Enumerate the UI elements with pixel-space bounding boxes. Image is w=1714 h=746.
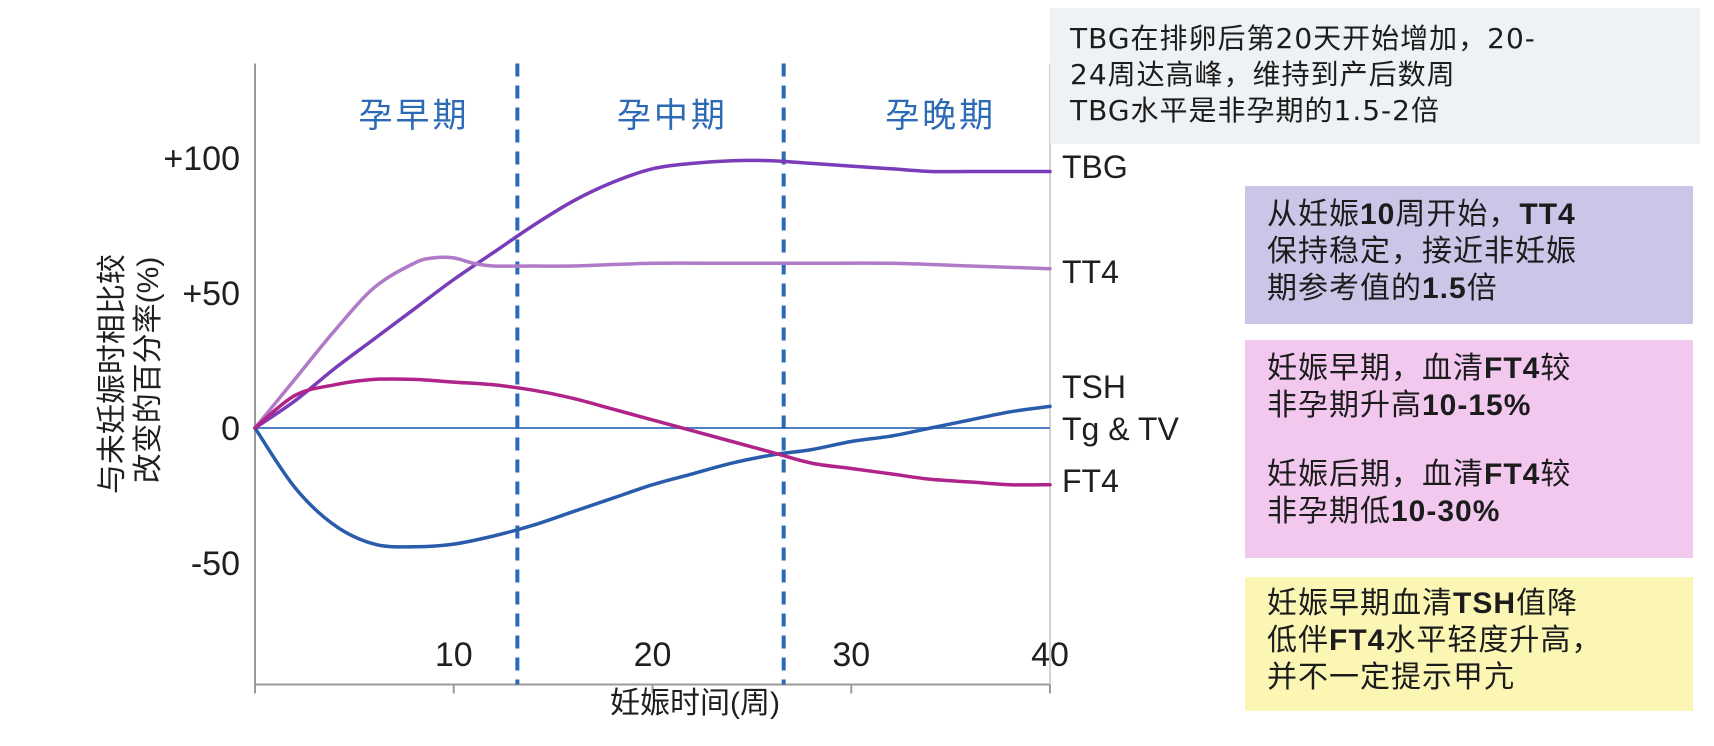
series-line-tbg xyxy=(253,158,1052,430)
x-tick-label: 10 xyxy=(435,636,473,674)
phase-label: 孕早期 xyxy=(359,96,470,136)
tbg-note: TBG在排卵后第20天开始增加，20- 24周达高峰，维持到产后数周 TBG水平… xyxy=(1050,8,1700,144)
tbg-note-line: TBG在排卵后第20天开始增加，20- xyxy=(1070,22,1536,55)
tsh-note-text: 低伴 xyxy=(1267,623,1329,658)
ft4-note-emphasis: 10-30% xyxy=(1391,495,1501,528)
y-axis-title-line-1: 与未妊娠时相比较 xyxy=(96,254,129,494)
tsh-note-line: 并不一定提示甲亢 xyxy=(1267,660,1515,695)
ft4-note-emphasis: FT4 xyxy=(1484,458,1541,491)
tt4-note-text: 期参考值的 xyxy=(1267,271,1422,306)
tsh-note-text: 水平轻度升高， xyxy=(1385,623,1603,658)
tick-labels: 10 20 30 40 +100 +50 0 -50 xyxy=(163,140,1069,674)
tsh-note-emphasis: FT4 xyxy=(1329,624,1386,657)
tsh-note: 妊娠早期血清TSH值降 低伴FT4水平轻度升高， 并不一定提示甲亢 xyxy=(1245,577,1693,711)
ft4-note-emphasis: 10-15% xyxy=(1422,389,1532,422)
series-line-tt4 xyxy=(253,255,1052,430)
ft4-note-text: 妊娠后期，血清 xyxy=(1267,457,1484,492)
tt4-note-text: 倍 xyxy=(1466,271,1498,306)
series-label: TBG xyxy=(1062,149,1128,185)
tt4-note-emphasis: TT4 xyxy=(1519,198,1576,231)
phase-label: 孕晚期 xyxy=(885,96,996,136)
ft4-note-text: 妊娠早期，血清 xyxy=(1267,351,1484,386)
tbg-note-line: TBG水平是非孕期的1.5-2倍 xyxy=(1070,94,1440,127)
y-axis-title-line-2: 改变的百分率(%) xyxy=(132,257,165,484)
ft4-note-line: 妊娠早期，血清FT4较 xyxy=(1267,350,1671,387)
y-tick-label: +50 xyxy=(182,275,240,313)
ft4-note-text: 较 xyxy=(1540,457,1572,492)
tt4-note: 从妊娠10周开始，TT4 保持稳定，接近非妊娠 期参考值的1.5倍 xyxy=(1245,186,1693,324)
tt4-note-text: 从妊娠 xyxy=(1267,197,1360,232)
ft4-note: 妊娠早期，血清FT4较 非孕期升高10-15% 妊娠后期，血清FT4较 非孕期低… xyxy=(1245,340,1693,558)
tsh-note-text: 妊娠早期血清 xyxy=(1267,586,1453,621)
ft4-note-text: 较 xyxy=(1540,351,1572,386)
tbg-note-line: 24周达高峰，维持到产后数周 xyxy=(1070,58,1456,91)
series-line-ft4 xyxy=(253,377,1052,487)
series-label: TT4 xyxy=(1062,254,1119,290)
tsh-note-line: 低伴FT4水平轻度升高， xyxy=(1267,622,1671,659)
ft4-note-early: 妊娠早期，血清FT4较 非孕期升高10-15% xyxy=(1267,350,1671,424)
x-tick-label: 40 xyxy=(1031,636,1069,674)
phase-labels: 孕早期 孕中期 孕晚期 xyxy=(359,96,996,136)
ft4-note-text: 非孕期升高 xyxy=(1267,388,1422,423)
tsh-note-emphasis: TSH xyxy=(1453,587,1516,620)
tsh-note-line: 妊娠早期血清TSH值降 xyxy=(1267,585,1671,622)
ft4-note-text: 非孕期低 xyxy=(1267,494,1391,529)
phase-dividers xyxy=(515,63,786,685)
x-tick-label: 30 xyxy=(832,636,870,674)
series-lines xyxy=(253,158,1052,549)
x-tick-label: 20 xyxy=(634,636,672,674)
tt4-note-text: 周开始， xyxy=(1395,197,1520,232)
phase-label: 孕中期 xyxy=(617,96,728,136)
tsh-note-text: 值降 xyxy=(1516,586,1578,621)
y-axis-title: 与未妊娠时相比较 改变的百分率(%) xyxy=(96,246,165,494)
ft4-note-line: 非孕期升高10-15% xyxy=(1267,387,1671,424)
tt4-note-emphasis: 1.5 xyxy=(1422,272,1467,305)
y-tick-label: 0 xyxy=(221,410,240,448)
ft4-note-late: 妊娠后期，血清FT4较 非孕期低10-30% xyxy=(1267,456,1671,530)
tt4-note-emphasis: 10 xyxy=(1360,198,1396,231)
series-label: Tg & TV xyxy=(1062,411,1179,447)
y-tick-label: +100 xyxy=(163,140,240,178)
tt4-note-line: 期参考值的1.5倍 xyxy=(1267,270,1671,307)
y-tick-label: -50 xyxy=(191,545,240,583)
x-axis-title: 妊娠时间(周) xyxy=(610,687,780,720)
series-labels: TBG TT4 TSH Tg & TV FT4 xyxy=(1062,149,1179,499)
axes xyxy=(254,63,1051,694)
ft4-note-emphasis: FT4 xyxy=(1484,352,1541,385)
tt4-note-line: 保持稳定，接近非妊娠 xyxy=(1267,234,1577,269)
tt4-note-line: 从妊娠10周开始，TT4 xyxy=(1267,196,1671,233)
series-line-tsh xyxy=(253,404,1052,549)
series-label: FT4 xyxy=(1062,463,1119,499)
ft4-note-line: 非孕期低10-30% xyxy=(1267,493,1671,530)
series-label: TSH xyxy=(1062,369,1126,405)
ft4-note-line: 妊娠后期，血清FT4较 xyxy=(1267,456,1671,493)
